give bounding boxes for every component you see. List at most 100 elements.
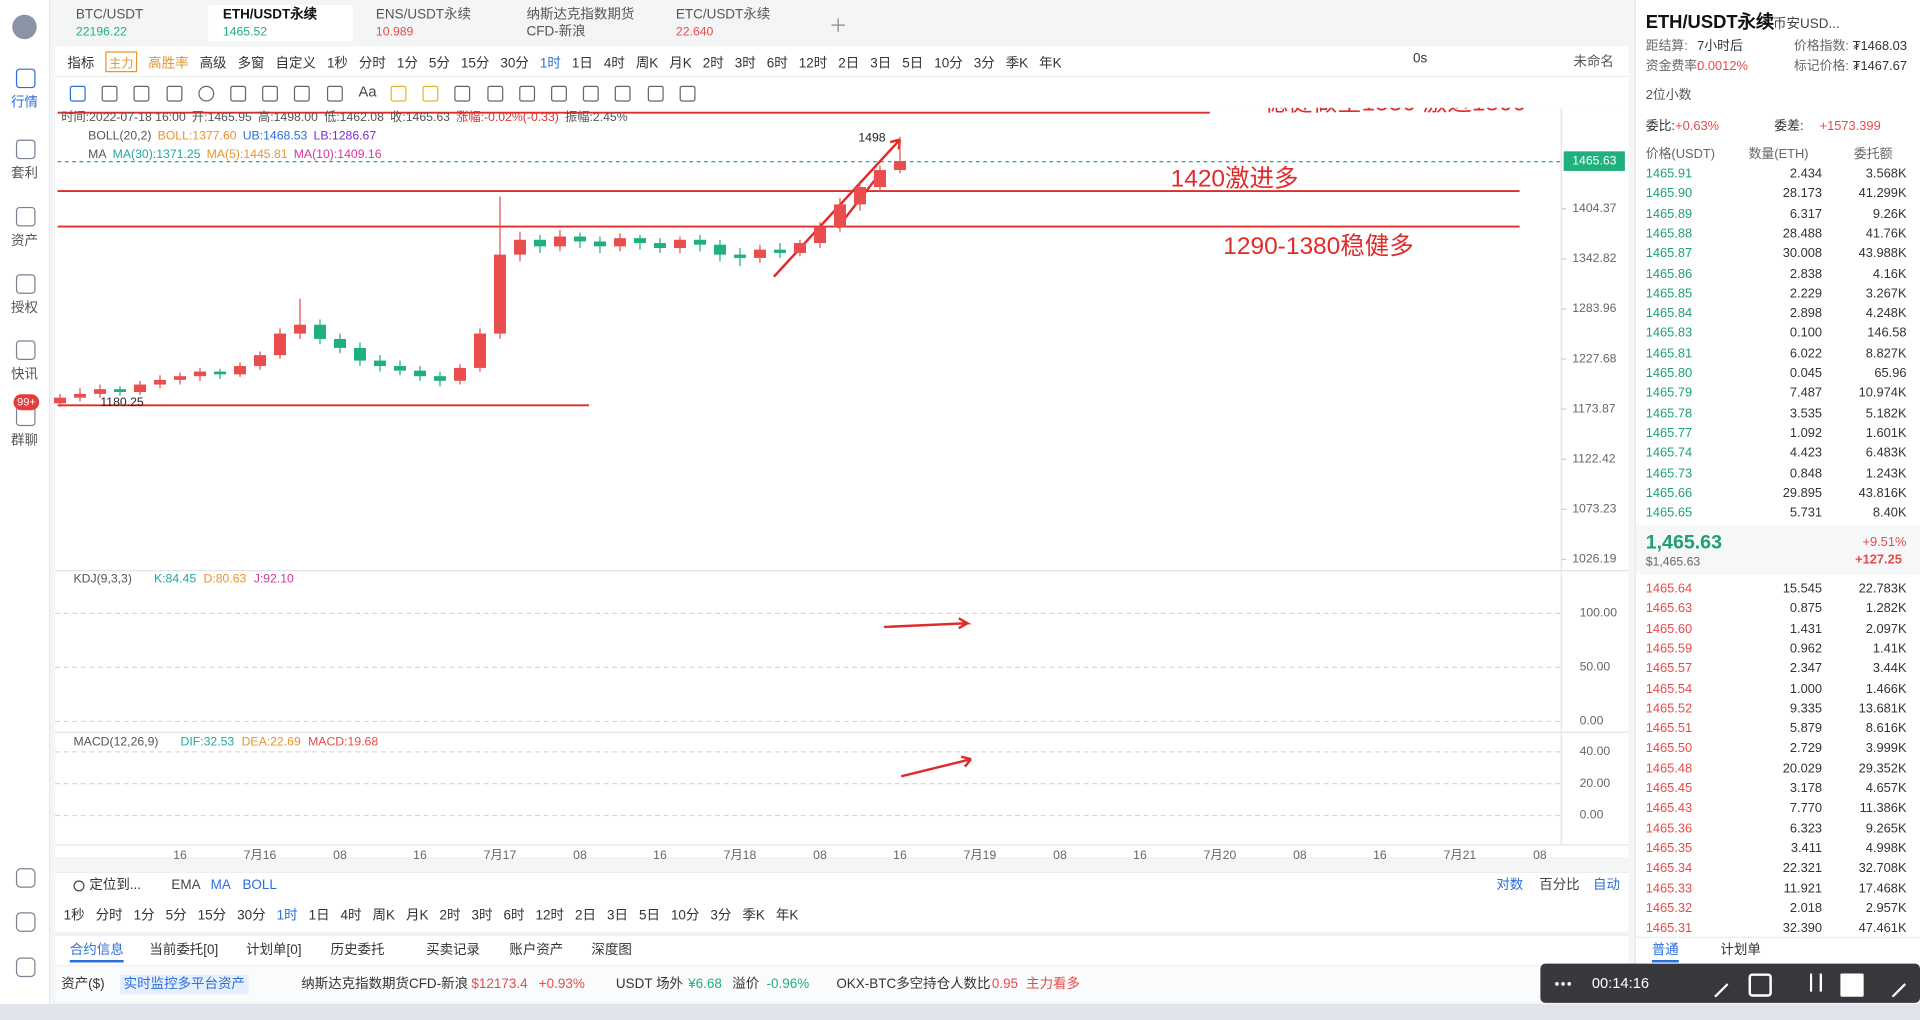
interval[interactable]: 5日: [902, 55, 924, 71]
interval[interactable]: 2日: [838, 55, 860, 71]
interval[interactable]: 分时: [95, 908, 123, 924]
tool-icon[interactable]: [326, 85, 343, 102]
interval[interactable]: 4时: [603, 55, 625, 71]
interval[interactable]: 1秒: [326, 55, 348, 71]
interval[interactable]: 月K: [669, 55, 692, 71]
tool-icon[interactable]: [294, 85, 311, 102]
tool-icon[interactable]: [486, 85, 503, 102]
scale-toggle[interactable]: 对数: [1496, 877, 1524, 893]
bottom-tab[interactable]: 深度图: [591, 942, 632, 958]
interval[interactable]: 3日: [606, 908, 628, 924]
interval[interactable]: 10分: [934, 55, 963, 71]
text-tool[interactable]: Aa: [358, 83, 377, 101]
interval[interactable]: 2日: [574, 908, 596, 924]
interval[interactable]: 3日: [870, 55, 892, 71]
indicator-toggle[interactable]: BOLL: [242, 877, 277, 893]
scale-toggle[interactable]: 自动: [1593, 877, 1621, 893]
pen-button[interactable]: [1701, 970, 1729, 998]
status-item[interactable]: 实时监控多平台资产: [120, 974, 249, 995]
interval[interactable]: 年K: [1039, 55, 1062, 71]
toolbar-right[interactable]: 0s: [1413, 51, 1428, 67]
decimals[interactable]: 2位小数: [1645, 88, 1692, 103]
bottom-tab[interactable]: 历史委托: [330, 942, 385, 958]
interval[interactable]: 30分: [500, 55, 529, 71]
tool-icon[interactable]: [198, 85, 215, 102]
interval[interactable]: 12时: [535, 908, 564, 924]
toolbar-item[interactable]: 高级: [199, 55, 227, 71]
pause-button[interactable]: [1809, 973, 1823, 992]
menu-dot[interactable]: [1567, 982, 1572, 986]
menu-dot[interactable]: [1555, 982, 1559, 986]
interval[interactable]: 1秒: [63, 908, 85, 924]
tab[interactable]: ETC/USDT永续 22.640: [661, 5, 805, 42]
toolbar-item[interactable]: 指标: [67, 55, 95, 71]
interval[interactable]: 年K: [775, 908, 799, 924]
interval[interactable]: 2时: [439, 908, 461, 924]
panel-tab[interactable]: 普通: [1651, 940, 1679, 963]
locate[interactable]: 定位到...: [89, 877, 142, 893]
toolbar-item[interactable]: 高胜率: [148, 55, 189, 71]
interval[interactable]: 季K: [1005, 55, 1029, 71]
interval[interactable]: 6时: [503, 908, 525, 924]
bottom-tab[interactable]: 买卖记录: [426, 942, 481, 958]
sidebar-label[interactable]: 套利: [11, 166, 38, 182]
interval[interactable]: 12时: [798, 55, 828, 71]
interval[interactable]: 1分: [133, 908, 155, 924]
sidebar-label[interactable]: 行情: [11, 95, 38, 111]
tool-icon[interactable]: [230, 85, 247, 102]
toolbar-right[interactable]: 未命名: [1573, 55, 1614, 70]
interval[interactable]: 3时: [471, 908, 493, 924]
interval[interactable]: 5日: [638, 908, 660, 924]
menu-dot[interactable]: [1561, 982, 1565, 986]
stop-button[interactable]: [1840, 973, 1864, 997]
tool-icon[interactable]: [551, 85, 567, 102]
panel-tab[interactable]: 计划单: [1720, 942, 1761, 958]
tool-icon[interactable]: [262, 85, 279, 102]
close-button[interactable]: [1878, 970, 1907, 998]
interval[interactable]: 周K: [635, 55, 659, 71]
bottom-tab[interactable]: 账户资产: [509, 942, 564, 958]
interval[interactable]: 周K: [372, 908, 396, 924]
interval[interactable]: 1时: [276, 908, 298, 924]
tool-icon[interactable]: [518, 85, 535, 102]
interval[interactable]: 15分: [460, 55, 490, 71]
toolbar-item[interactable]: 自定义: [275, 55, 316, 71]
interval[interactable]: 5分: [428, 55, 450, 71]
tool-icon[interactable]: [101, 85, 118, 102]
tool-icon[interactable]: [422, 85, 439, 102]
tool-icon[interactable]: [390, 85, 407, 102]
interval[interactable]: 3时: [734, 55, 756, 71]
tab[interactable]: 纳斯达克指数期货CFD-新浪: [512, 5, 656, 42]
interval[interactable]: 10分: [670, 908, 700, 924]
indicator-toggle[interactable]: EMA: [171, 877, 201, 893]
tool-icon[interactable]: [454, 85, 471, 102]
interval[interactable]: 1分: [396, 55, 418, 71]
interval[interactable]: 1日: [308, 908, 330, 924]
sidebar-label[interactable]: 资产: [11, 233, 38, 249]
toolbar-item[interactable]: 主力: [105, 51, 138, 73]
tool-icon[interactable]: [679, 85, 696, 102]
interval[interactable]: 5分: [165, 908, 187, 924]
scale-toggle[interactable]: 百分比: [1539, 877, 1580, 893]
interval[interactable]: 月K: [406, 908, 429, 924]
tab[interactable]: BTC/USDT 22196.22: [61, 5, 205, 42]
bottom-tab[interactable]: 当前委托[0]: [149, 942, 219, 958]
tab[interactable]: ETH/USDT永续 1465.52: [208, 4, 353, 42]
sidebar-label[interactable]: 授权: [11, 301, 38, 316]
interval[interactable]: 1日: [571, 55, 593, 71]
interval[interactable]: 6时: [766, 55, 788, 71]
interval[interactable]: 30分: [237, 908, 266, 924]
interval[interactable]: 季K: [742, 908, 765, 924]
interval[interactable]: 3分: [973, 55, 995, 71]
tool-icon[interactable]: [583, 85, 600, 102]
tool-icon[interactable]: [166, 85, 182, 102]
tool-icon[interactable]: [133, 85, 150, 102]
tool-icon[interactable]: [615, 85, 632, 102]
toolbar-item[interactable]: 多窗: [237, 55, 265, 71]
bottom-tab[interactable]: 合约信息: [69, 940, 124, 963]
interval[interactable]: 15分: [197, 908, 227, 924]
interval[interactable]: 1时: [539, 55, 561, 71]
bottom-tab[interactable]: 计划单[0]: [246, 942, 302, 958]
indicator-toggle[interactable]: MA: [210, 877, 231, 893]
sidebar-label[interactable]: 快讯: [11, 367, 38, 383]
